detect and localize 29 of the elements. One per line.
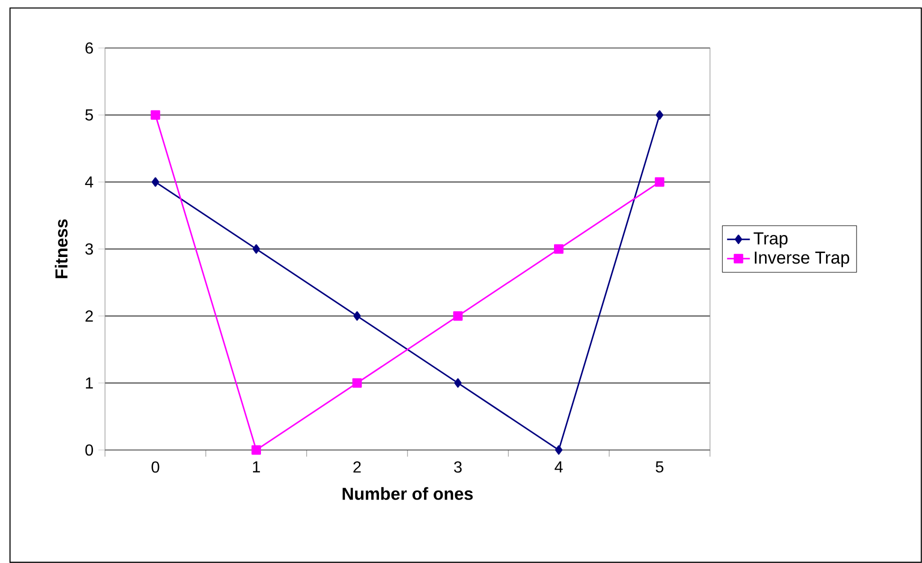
point: [352, 378, 362, 388]
y-tick-label: 4: [85, 176, 94, 188]
point: [654, 177, 664, 187]
point: [454, 378, 462, 388]
point: [252, 244, 260, 254]
y-tick-label: 0: [85, 444, 94, 456]
point: [252, 445, 261, 455]
x-tick-label: 1: [253, 461, 260, 472]
x-tick-label: 0: [152, 461, 160, 473]
y-tick-label: 1: [86, 377, 93, 388]
y-axis-title: Fitness: [54, 219, 68, 278]
y-tick-label: 3: [85, 243, 93, 255]
point: [656, 110, 664, 120]
point: [150, 110, 160, 120]
x-tick-label: 2: [353, 461, 361, 473]
x-tick-label: 3: [454, 461, 462, 473]
point: [152, 177, 160, 187]
point: [554, 244, 564, 254]
legend-label: Inverse Trap: [754, 252, 850, 268]
point: [555, 445, 562, 455]
x-axis-title: Number of ones: [342, 487, 473, 500]
point: [353, 311, 361, 321]
point: [453, 311, 463, 321]
x-tick-label: 5: [656, 461, 664, 473]
x-tick-label: 4: [554, 461, 563, 472]
y-tick-label: 5: [85, 109, 93, 121]
y-tick-label: 2: [86, 310, 93, 322]
y-tick-label: 6: [86, 42, 93, 54]
legend-label: Trap: [754, 232, 788, 248]
